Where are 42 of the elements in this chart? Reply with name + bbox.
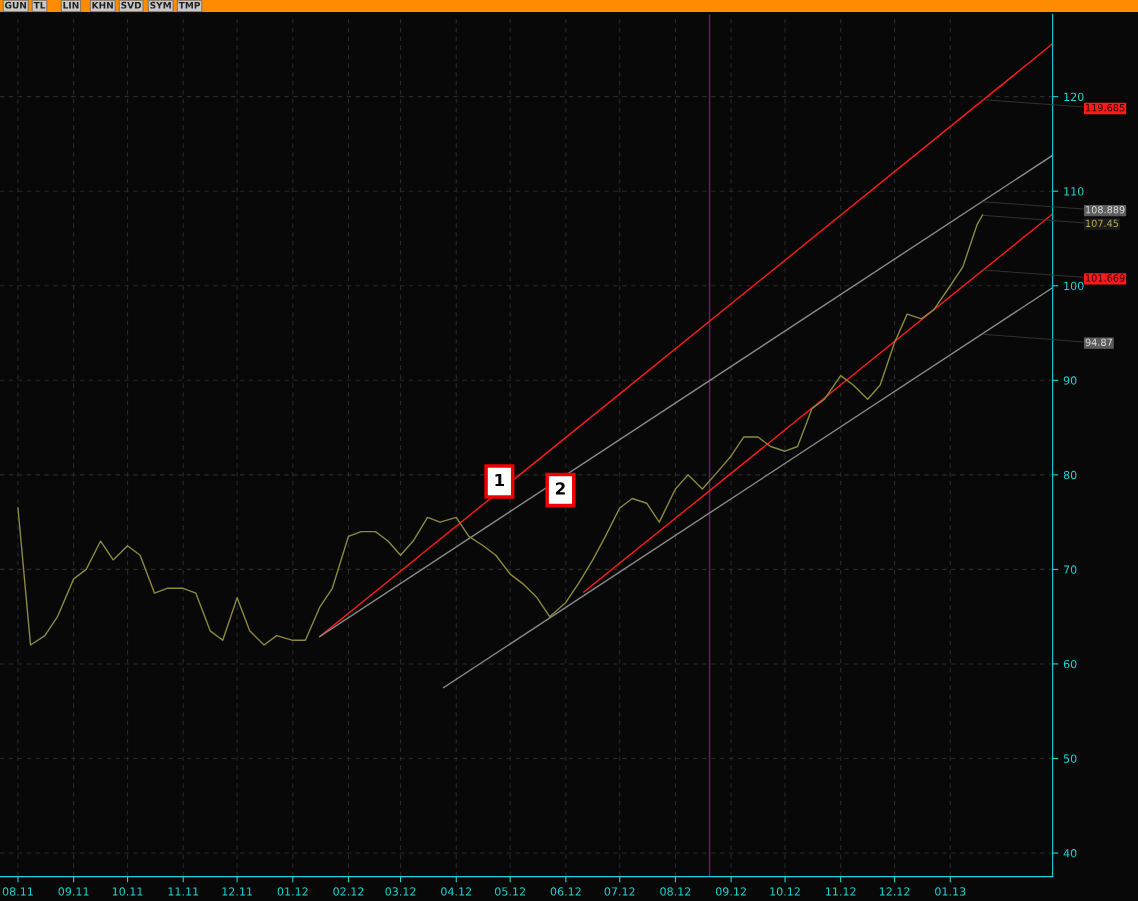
text: GUN: [5, 1, 27, 9]
y-tick-label: 110: [1064, 187, 1084, 196]
y-tick-label: 50: [1063, 754, 1077, 763]
text: LIN: [63, 1, 79, 9]
x-tick-label: 11.11: [168, 887, 199, 896]
line-series: [17, 214, 984, 646]
y-tick-label: 40: [1063, 849, 1077, 858]
text: SYM: [150, 1, 171, 9]
annotation: 101.669: [1086, 274, 1125, 282]
y-tick-label: 90: [1063, 376, 1077, 385]
annotation: 2: [555, 482, 565, 495]
text: TL: [33, 1, 46, 9]
x-tick-label: 06.12: [550, 887, 581, 896]
x-tick-label: 12.12: [879, 887, 910, 896]
x-tick-label: 01.12: [277, 887, 308, 896]
annotation: 119.685: [1086, 103, 1125, 112]
x-tick-label: 04.12: [441, 887, 472, 896]
y-tick-label: 60: [1063, 659, 1077, 669]
x-tick-label: 11.12: [826, 887, 856, 896]
x-tick-label: 02.12: [333, 887, 364, 896]
x-tick-label: 05.12: [494, 887, 525, 896]
x-tick-label: 09.11: [58, 887, 89, 896]
y-tick-label: 120: [1064, 92, 1084, 102]
y-tick-label: 80: [1063, 470, 1077, 480]
x-tick-label: 08.12: [660, 887, 691, 896]
y-tick-label: 70: [1063, 565, 1077, 574]
text: KHN: [92, 1, 113, 9]
x-tick-label: 09.12: [715, 887, 746, 896]
y-tick-label: 100: [1064, 281, 1084, 291]
annotation: 107.45: [1086, 219, 1119, 228]
x-tick-label: 07.12: [604, 887, 635, 896]
x-tick-label: 10.11: [112, 887, 143, 896]
annotation: 108.889: [1086, 206, 1125, 214]
text: TMP: [178, 1, 201, 9]
annotation: 94.87: [1085, 338, 1112, 346]
x-tick-label: 01.13: [935, 887, 966, 896]
x-tick-label: 08.11: [2, 887, 33, 896]
annotation: 1: [495, 473, 505, 487]
x-tick-label: 12.11: [222, 887, 252, 896]
text: SVD: [121, 1, 142, 9]
x-tick-label: 03.12: [385, 887, 416, 896]
x-tick-label: 10.12: [770, 887, 800, 896]
